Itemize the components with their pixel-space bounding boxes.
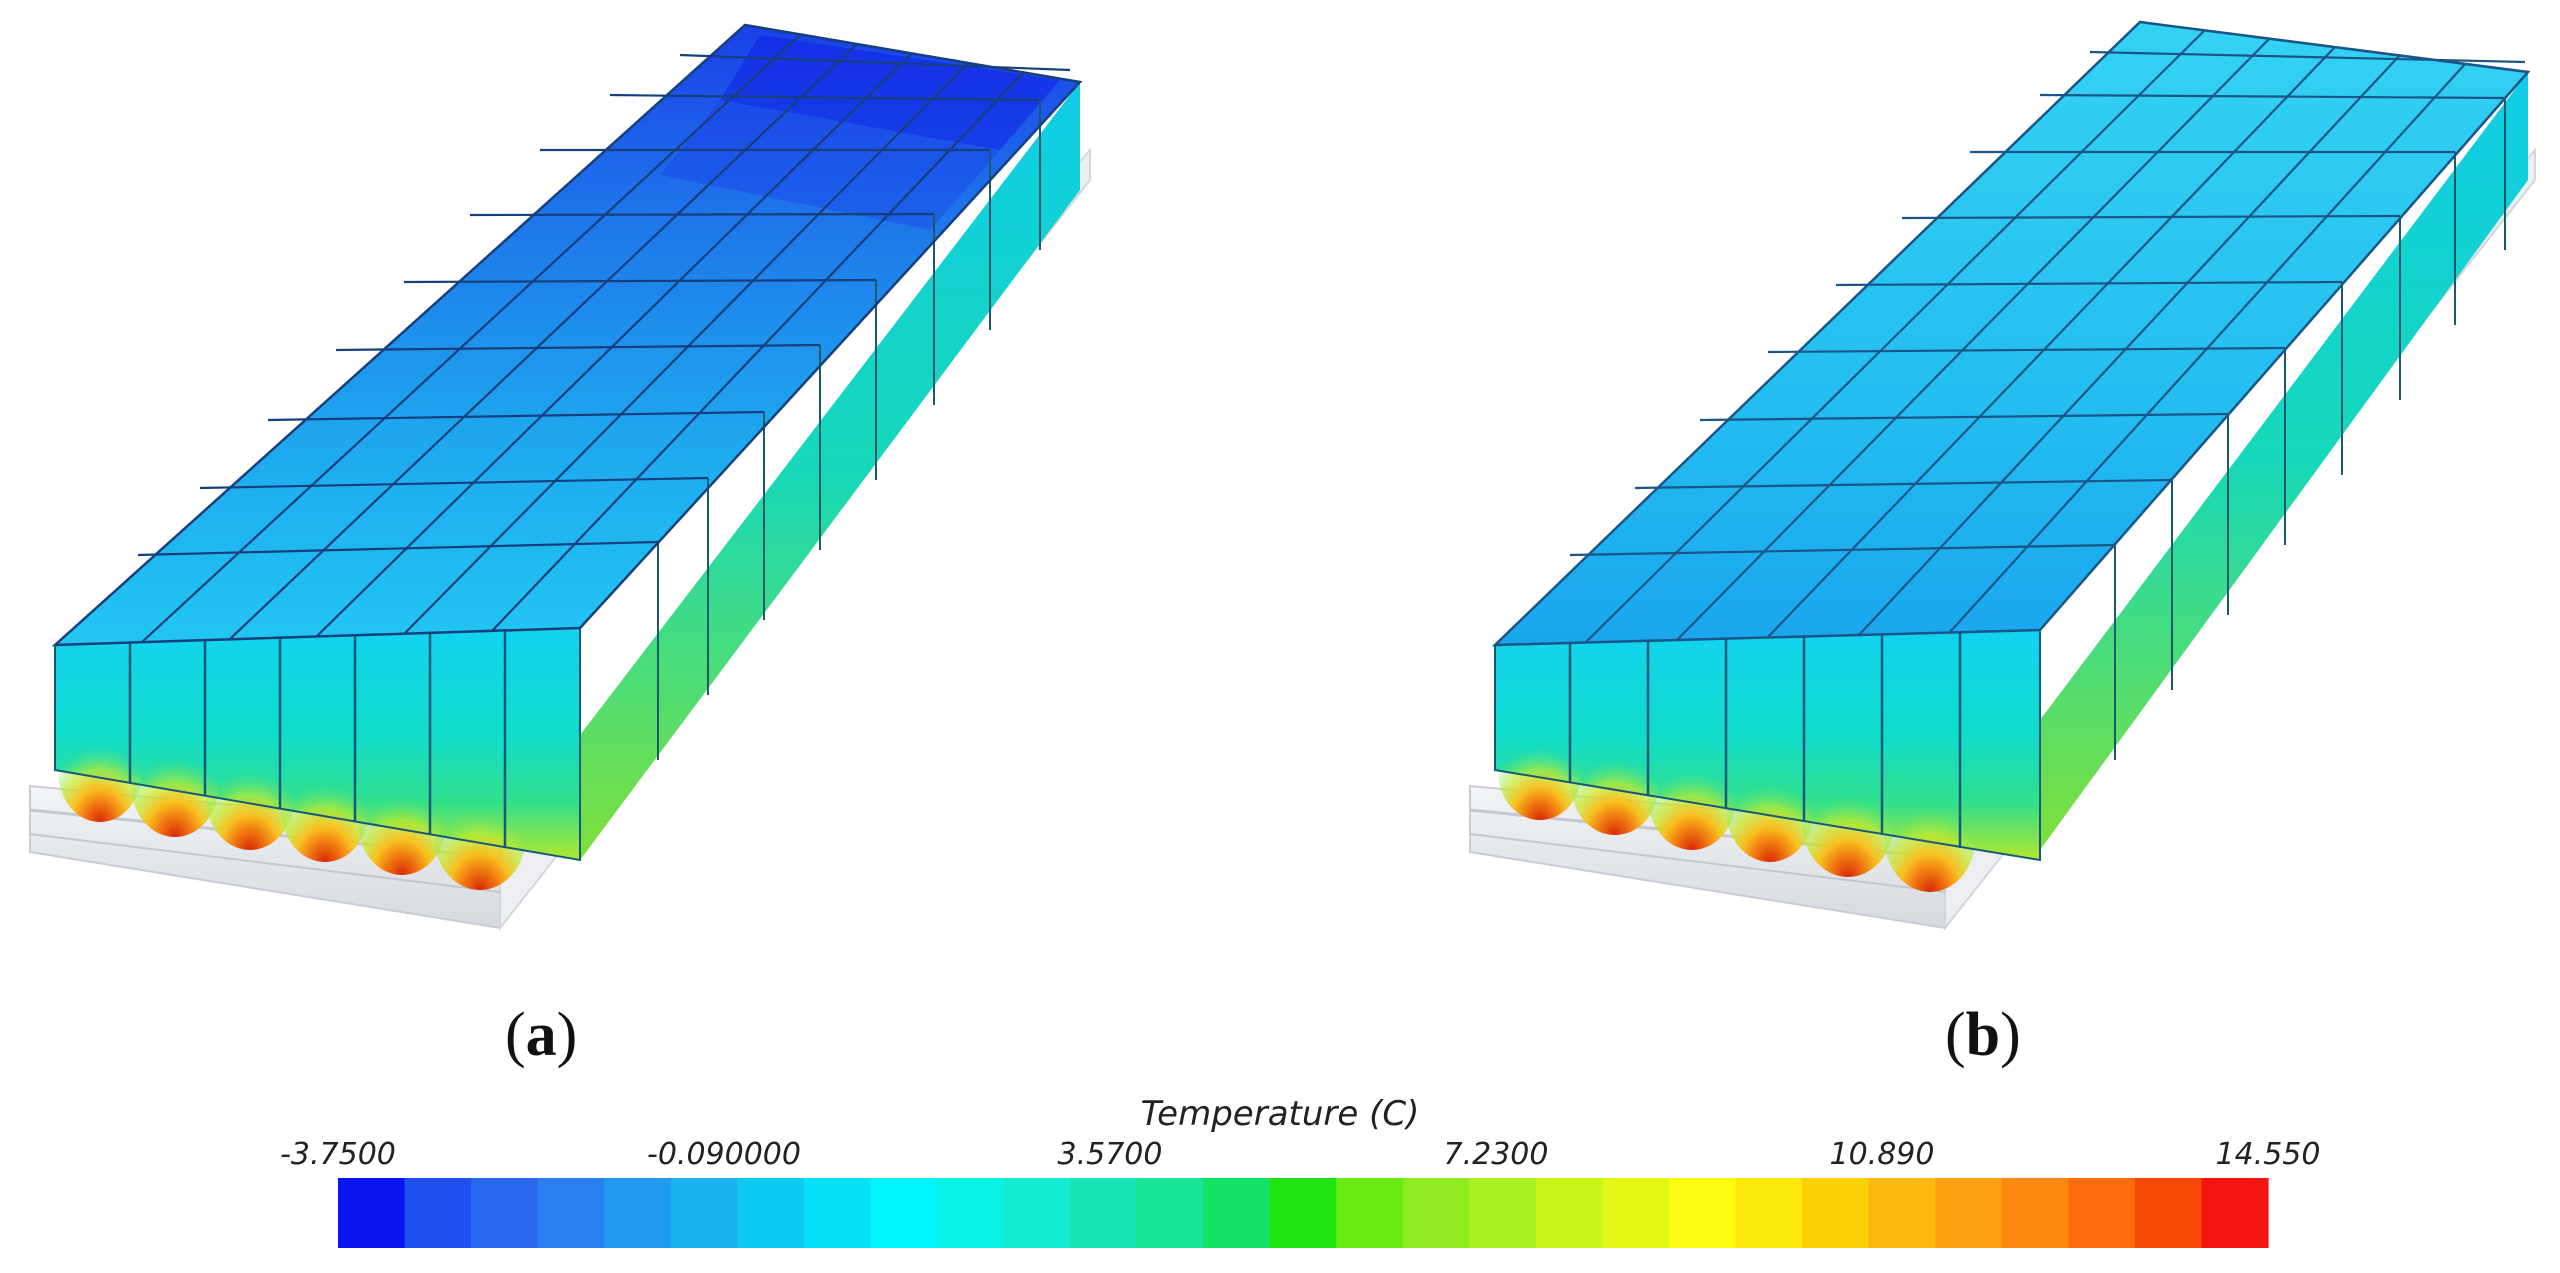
colorbar-swatch [1269, 1178, 1337, 1248]
module-a-hotspots [58, 722, 526, 890]
colorbar-swatch [404, 1178, 472, 1248]
colorbar-swatch [471, 1178, 539, 1248]
colorbar-swatch [604, 1178, 672, 1248]
colorbar-swatch [1868, 1178, 1936, 1248]
colorbar-title: Temperature (C) [1140, 1094, 1420, 1134]
colorbar-tick-label: 3.5700 [1057, 1137, 1163, 1172]
colorbar-swatch [1336, 1178, 1404, 1248]
colorbar-tick-label: 14.550 [2215, 1137, 2321, 1172]
colorbar-swatch [537, 1178, 605, 1248]
module-a-top-grid [137, 33, 1071, 643]
colorbar-swatch [670, 1178, 738, 1248]
colorbar-swatch [1402, 1178, 1470, 1248]
colorbar-swatch [803, 1178, 872, 1248]
temperature-colorbar [338, 1178, 2269, 1248]
colorbar-swatch [1136, 1178, 1204, 1248]
module-b-top-grid [1569, 29, 2526, 643]
colorbar-swatch [737, 1178, 805, 1248]
colorbar-swatch [2201, 1178, 2269, 1248]
colorbar-swatch [870, 1178, 938, 1248]
colorbar-swatch [1203, 1178, 1271, 1248]
colorbar-tick-label: -3.7500 [280, 1137, 396, 1172]
colorbar-swatch [2134, 1178, 2203, 1248]
colorbar-swatch [1535, 1178, 1604, 1248]
module-b-side-grid [2114, 98, 2506, 760]
colorbar-swatch [338, 1178, 406, 1248]
colorbar-swatch [2001, 1178, 2069, 1248]
colorbar-swatch [1935, 1178, 2003, 1248]
module-b-hotspots [1498, 724, 1976, 892]
colorbar-swatch [1003, 1178, 1071, 1248]
colorbar-tick-label: -0.090000 [647, 1137, 801, 1172]
colorbar-swatch [936, 1178, 1005, 1248]
module-a-right-face [580, 82, 1080, 860]
module-a-top-face [55, 25, 1080, 645]
colorbar-swatch [1735, 1178, 1803, 1248]
module-b [1469, 20, 2536, 931]
colorbar-swatch [1070, 1178, 1138, 1248]
panel-label-a: (a) [505, 1001, 578, 1069]
module-a-front-cells [128, 630, 507, 848]
module-b-front-cells [1568, 631, 1962, 848]
colorbar-swatch [1669, 1178, 1737, 1248]
colorbar-swatch [1469, 1178, 1537, 1248]
panel-label-b: (b) [1945, 1001, 2021, 1069]
colorbar-swatch [1602, 1178, 1670, 1248]
colorbar-tick-label: 7.2300 [1443, 1137, 1549, 1172]
colorbar-swatch [1802, 1178, 1870, 1248]
module-b-top-face [1495, 22, 2528, 645]
colorbar-swatch [2068, 1178, 2136, 1248]
module-a [29, 23, 1091, 931]
colorbar-tick-label: 10.890 [1829, 1137, 1935, 1172]
module-a-side-grid [657, 100, 1041, 760]
